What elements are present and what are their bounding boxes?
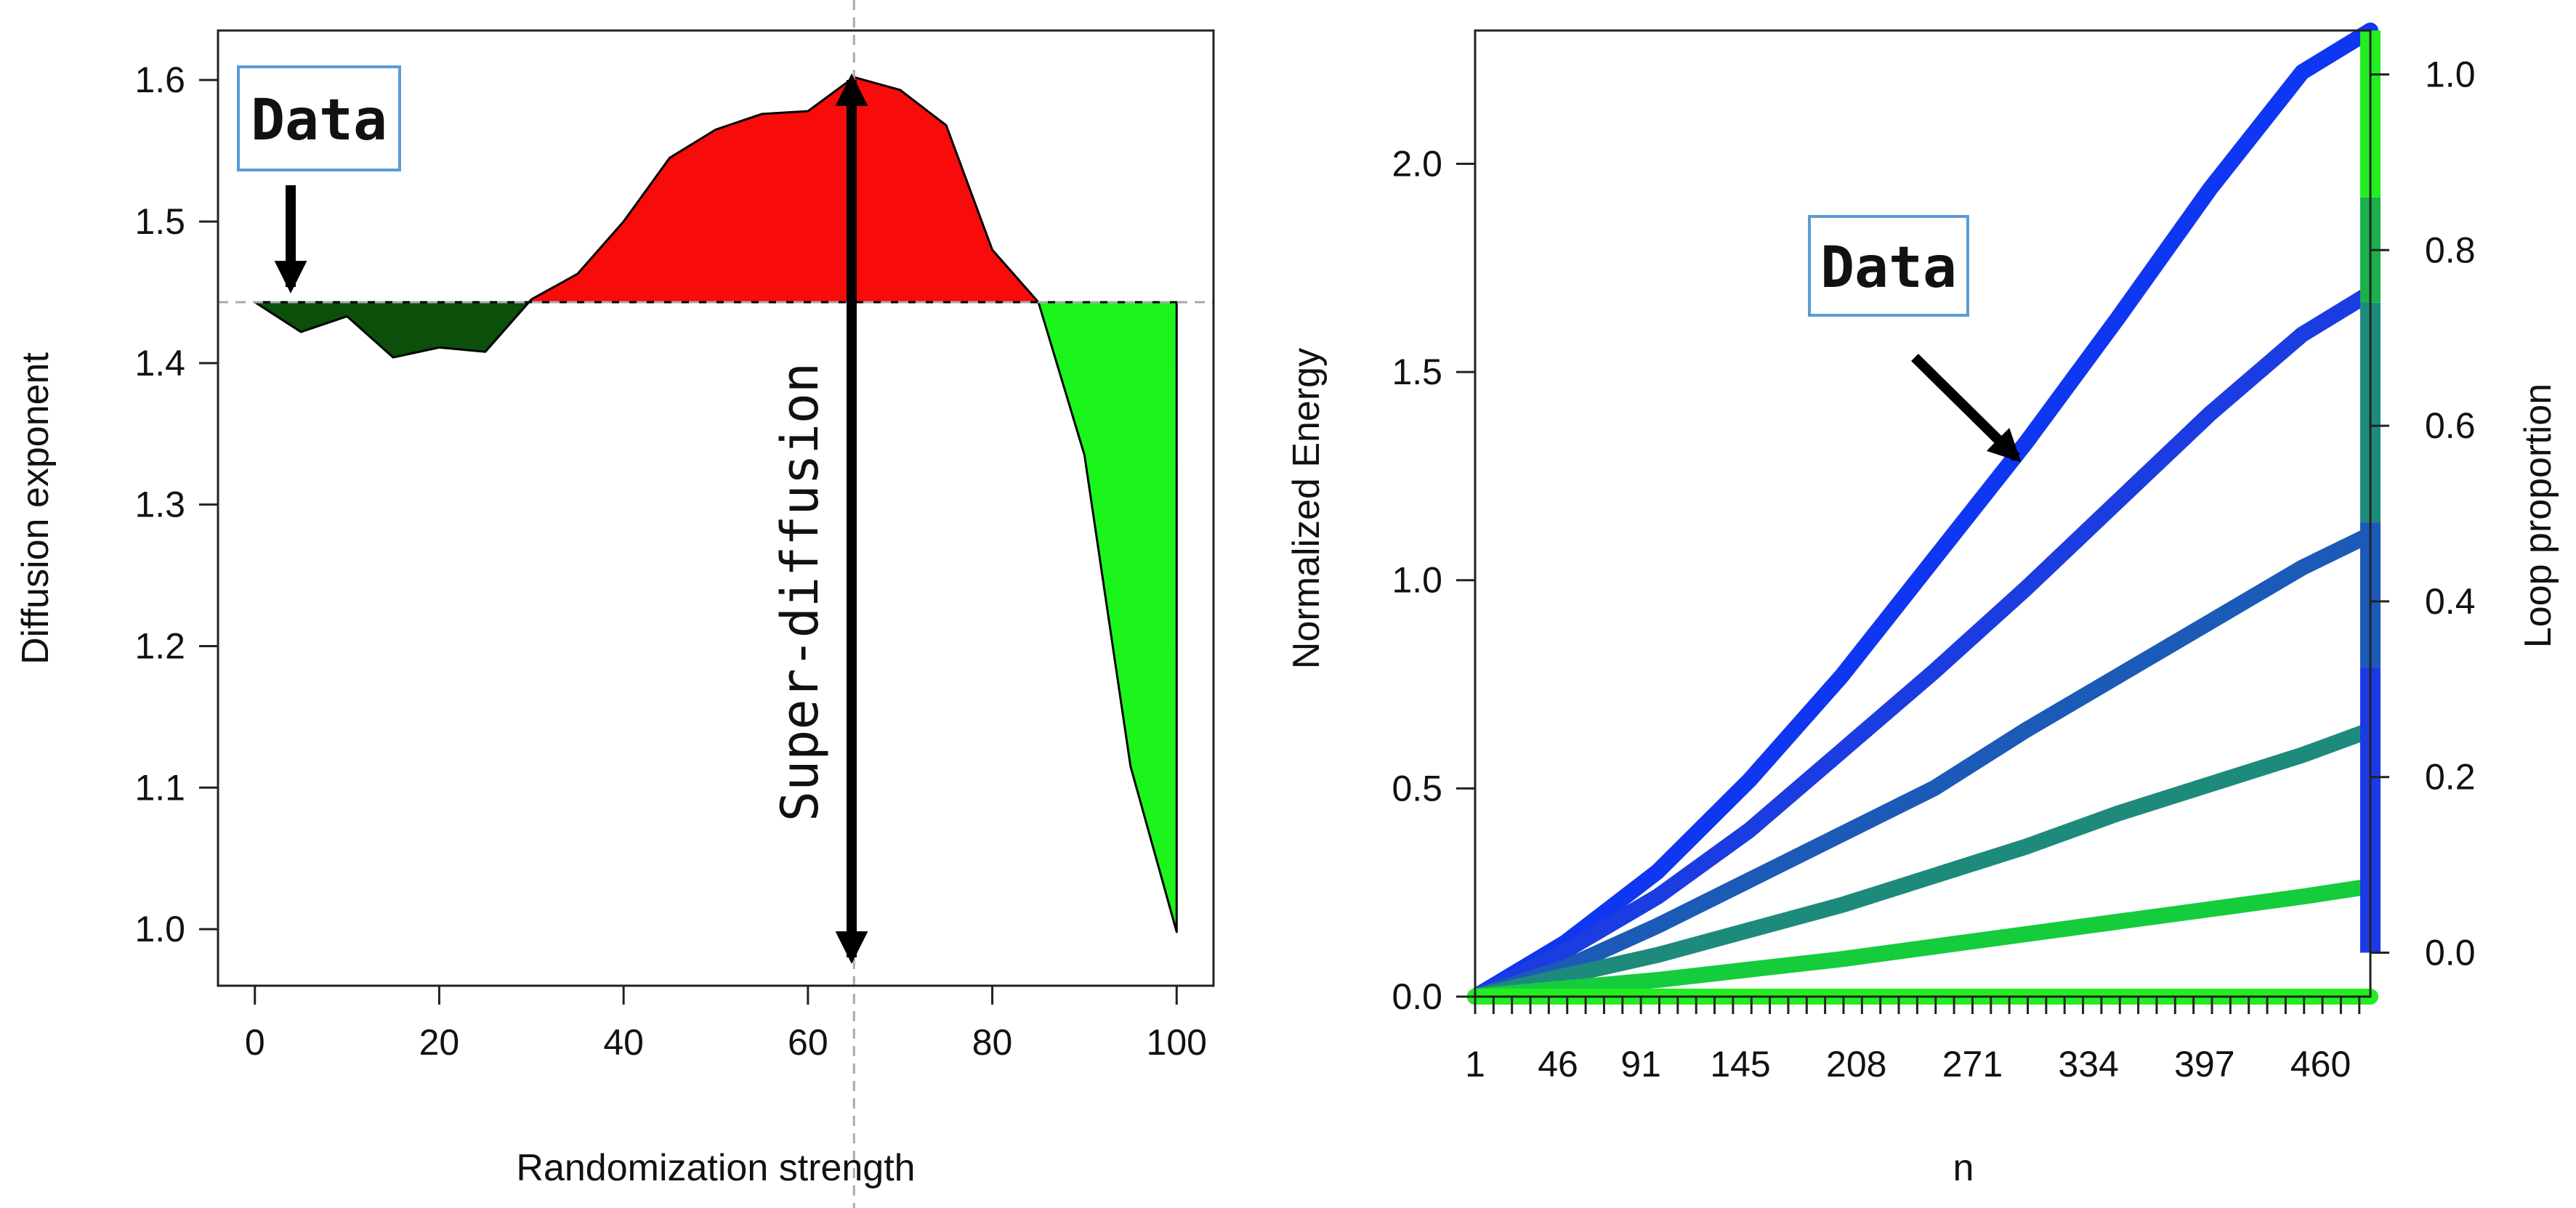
- x-tick-label: 20: [419, 1022, 460, 1063]
- x-tick-label: 80: [972, 1022, 1013, 1063]
- x-tick-label: 1: [1465, 1044, 1485, 1085]
- right-data-callout-box: [1808, 215, 1969, 317]
- right-y-ticks: 0.0 0.5 1.0 1.5 2.0: [1392, 143, 1475, 1017]
- super-diffusion-label: Super-diffusion: [770, 362, 830, 822]
- left-y-ticks: 1.0 1.1 1.2 1.3 1.4 1.5 1.6: [134, 60, 218, 949]
- y-tick-label: 2.0: [1392, 143, 1442, 184]
- y2-tick-label: 0.0: [2425, 933, 2476, 973]
- right-data-arrow: [1911, 354, 2022, 463]
- area-region-drop_area: [1037, 301, 1178, 933]
- y-tick-label: 1.1: [134, 767, 185, 808]
- y2-tick-label: 0.4: [2425, 581, 2476, 622]
- y-tick-label: 1.0: [134, 909, 185, 949]
- left-data-callout-label: Data: [251, 88, 387, 153]
- x-tick-label: 271: [1942, 1044, 2003, 1085]
- y2-tick-label: 0.6: [2425, 405, 2476, 446]
- y-tick-label: 0.5: [1392, 768, 1442, 808]
- right-x-ticks: 1 46 91 145 208 271 334 397 460: [1465, 997, 2361, 1085]
- x-tick-label: 91: [1620, 1044, 1661, 1085]
- x-tick-label: 60: [788, 1022, 828, 1063]
- y-tick-label: 1.3: [134, 485, 185, 525]
- area-region-above_baseline: [530, 76, 1040, 304]
- left-chart: 1.0 1.1 1.2 1.3 1.4 1.5 1.6 0 20 40 60 80 100 Rando…: [15, 0, 1215, 1208]
- right-secondary-y-axis-title: Loop proportion: [2517, 384, 2559, 648]
- energy-series-line: [1467, 878, 2378, 1005]
- energy-series-line: [1467, 285, 2378, 1005]
- left-x-axis-title: Randomization strength: [516, 1147, 915, 1189]
- x-tick-label: 100: [1147, 1022, 1207, 1063]
- x-tick-label: 40: [603, 1022, 644, 1063]
- x-tick-label: 0: [245, 1022, 265, 1063]
- y-tick-label: 1.5: [134, 201, 185, 242]
- x-tick-label: 460: [2290, 1044, 2351, 1085]
- left-plot-frame: [217, 29, 1215, 987]
- right-data-callout-label: Data: [1820, 235, 1957, 301]
- x-tick-label: 334: [2058, 1044, 2118, 1085]
- right-y-axis-title: Normalized Energy: [1285, 348, 1328, 669]
- y2-tick-label: 0.2: [2425, 757, 2476, 798]
- energy-series-line: [1467, 526, 2378, 1005]
- right-secondary-y-ticks: 0.0 0.2 0.4 0.6 0.8 1.0: [2370, 54, 2476, 973]
- energy-series-line: [1467, 722, 2378, 1005]
- left-y-axis-title: Diffusion exponent: [15, 352, 57, 665]
- left-x-ticks: 0 20 40 60 80 100: [245, 986, 1207, 1063]
- right-x-axis-title: n: [1953, 1147, 1974, 1189]
- right-chart: 0.0 0.5 1.0 1.5 2.0 0.0 0.2 0.4 0.6 0.8 1.0 1 46 91…: [1285, 23, 2559, 1189]
- y-tick-label: 1.6: [134, 60, 185, 100]
- x-tick-label: 145: [1710, 1044, 1770, 1085]
- y-tick-label: 1.4: [134, 343, 185, 384]
- x-tick-label: 208: [1826, 1044, 1886, 1085]
- area-region-below_baseline: [254, 298, 533, 359]
- y-tick-label: 1.2: [134, 625, 185, 666]
- energy-series-line: [1467, 23, 2378, 1005]
- y2-tick-label: 1.0: [2425, 54, 2476, 94]
- y-tick-label: 0.0: [1392, 976, 1442, 1017]
- energy-series-lines: [1467, 23, 2378, 1005]
- y-tick-label: 1.0: [1392, 560, 1442, 601]
- x-tick-label: 397: [2174, 1044, 2234, 1085]
- left-data-callout-box: [237, 65, 401, 171]
- x-tick-label: 46: [1538, 1044, 1578, 1085]
- left-chart-areas: [254, 76, 1178, 933]
- y2-tick-label: 0.8: [2425, 230, 2476, 270]
- right-plot-frame: [1474, 29, 2372, 998]
- y-tick-label: 1.5: [1392, 352, 1442, 392]
